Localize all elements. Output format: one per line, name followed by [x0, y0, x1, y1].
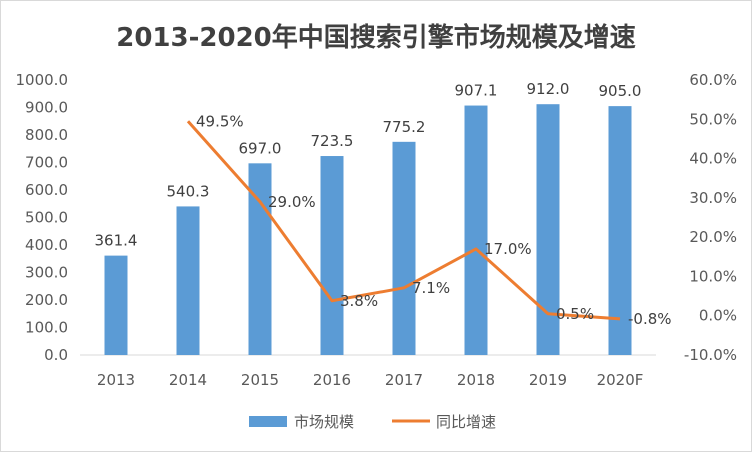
chart-title: 2013-2020年中国搜索引擎市场规模及增速	[116, 22, 636, 53]
line-value-label: 17.0%	[484, 240, 532, 258]
y-left-tick-label: 800.0	[25, 126, 68, 144]
x-tick-label: 2019	[529, 371, 567, 389]
bar	[608, 106, 632, 355]
y-left-tick-label: 500.0	[25, 209, 68, 227]
y-left-tick-label: 0.0	[44, 346, 68, 364]
x-tick-label: 2018	[457, 371, 495, 389]
x-axis: 2013 2014 2015 2016 2017 2018 2019 2020F	[97, 371, 644, 389]
bar	[176, 206, 200, 355]
line-value-label: 7.1%	[412, 279, 450, 297]
bar-value-label: 723.5	[311, 132, 354, 150]
y-left-tick-label: 300.0	[25, 264, 68, 282]
x-tick-label: 2015	[241, 371, 279, 389]
bar-value-label: 905.0	[599, 82, 642, 100]
y-right-tick-label: 50.0%	[689, 110, 737, 128]
y-right-tick-label: 30.0%	[689, 189, 737, 207]
x-tick-label: 2020F	[597, 371, 644, 389]
bar-value-label: 907.1	[455, 82, 498, 100]
legend-line-label: 同比增速	[436, 413, 496, 431]
x-tick-label: 2013	[97, 371, 135, 389]
bar	[464, 105, 488, 355]
x-tick-label: 2017	[385, 371, 423, 389]
y-right-tick-label: 60.0%	[689, 71, 737, 89]
y-right-tick-label: 40.0%	[689, 150, 737, 168]
y-left-tick-label: 1000.0	[16, 71, 69, 89]
y-left-tick-label: 700.0	[25, 154, 68, 172]
bar-value-label: 540.3	[167, 182, 210, 200]
bar	[392, 141, 416, 355]
y-right-tick-label: 0.0%	[699, 307, 737, 325]
y-left-tick-label: 200.0	[25, 291, 68, 309]
y-left-tick-label: 100.0	[25, 319, 68, 337]
y-axis-right: -10.0% 0.0% 10.0% 20.0% 30.0% 40.0% 50.0% 60.0%	[684, 71, 737, 364]
y-axis-left: 0.0 100.0 200.0 300.0 400.0 500.0 600.0 700.0 80…	[16, 71, 69, 364]
line-value-label: 3.8%	[340, 292, 378, 310]
legend-bar-label: 市场规模	[294, 413, 354, 431]
bar-value-label: 775.2	[383, 118, 426, 136]
y-left-tick-label: 400.0	[25, 236, 68, 254]
x-tick-label: 2014	[169, 371, 207, 389]
line-value-label: 29.0%	[268, 193, 316, 211]
legend-bar-swatch	[249, 416, 287, 427]
line-value-label: 0.5%	[556, 305, 594, 323]
y-right-tick-label: -10.0%	[684, 346, 737, 364]
line-value-label: -0.8%	[628, 310, 672, 328]
x-tick-label: 2016	[313, 371, 351, 389]
bar	[536, 104, 560, 355]
legend: 市场规模 同比增速	[249, 413, 496, 431]
bar	[320, 156, 344, 355]
line-series: 49.5% 29.0% 3.8% 7.1% 17.0% 0.5% -0.8%	[186, 112, 672, 328]
bar-value-label: 912.0	[527, 80, 570, 98]
line-value-label: 49.5%	[196, 112, 244, 130]
bar-series: 361.4 540.3 697.0 723.5 775.2 907.1 912.0 905.0	[95, 80, 642, 355]
y-left-tick-label: 900.0	[25, 99, 68, 117]
y-right-tick-label: 20.0%	[689, 228, 737, 246]
bar	[104, 255, 128, 355]
bar-value-label: 361.4	[95, 232, 138, 250]
y-right-tick-label: 10.0%	[689, 267, 737, 285]
y-left-tick-label: 600.0	[25, 181, 68, 199]
bar-value-label: 697.0	[239, 139, 282, 157]
